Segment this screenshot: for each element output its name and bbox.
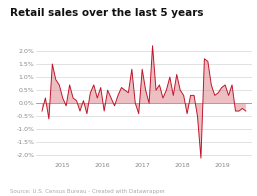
Text: Retail sales over the last 5 years: Retail sales over the last 5 years [10,8,204,18]
Text: Source: U.S. Census Bureau - Created with Datawrapper: Source: U.S. Census Bureau - Created wit… [10,189,166,194]
